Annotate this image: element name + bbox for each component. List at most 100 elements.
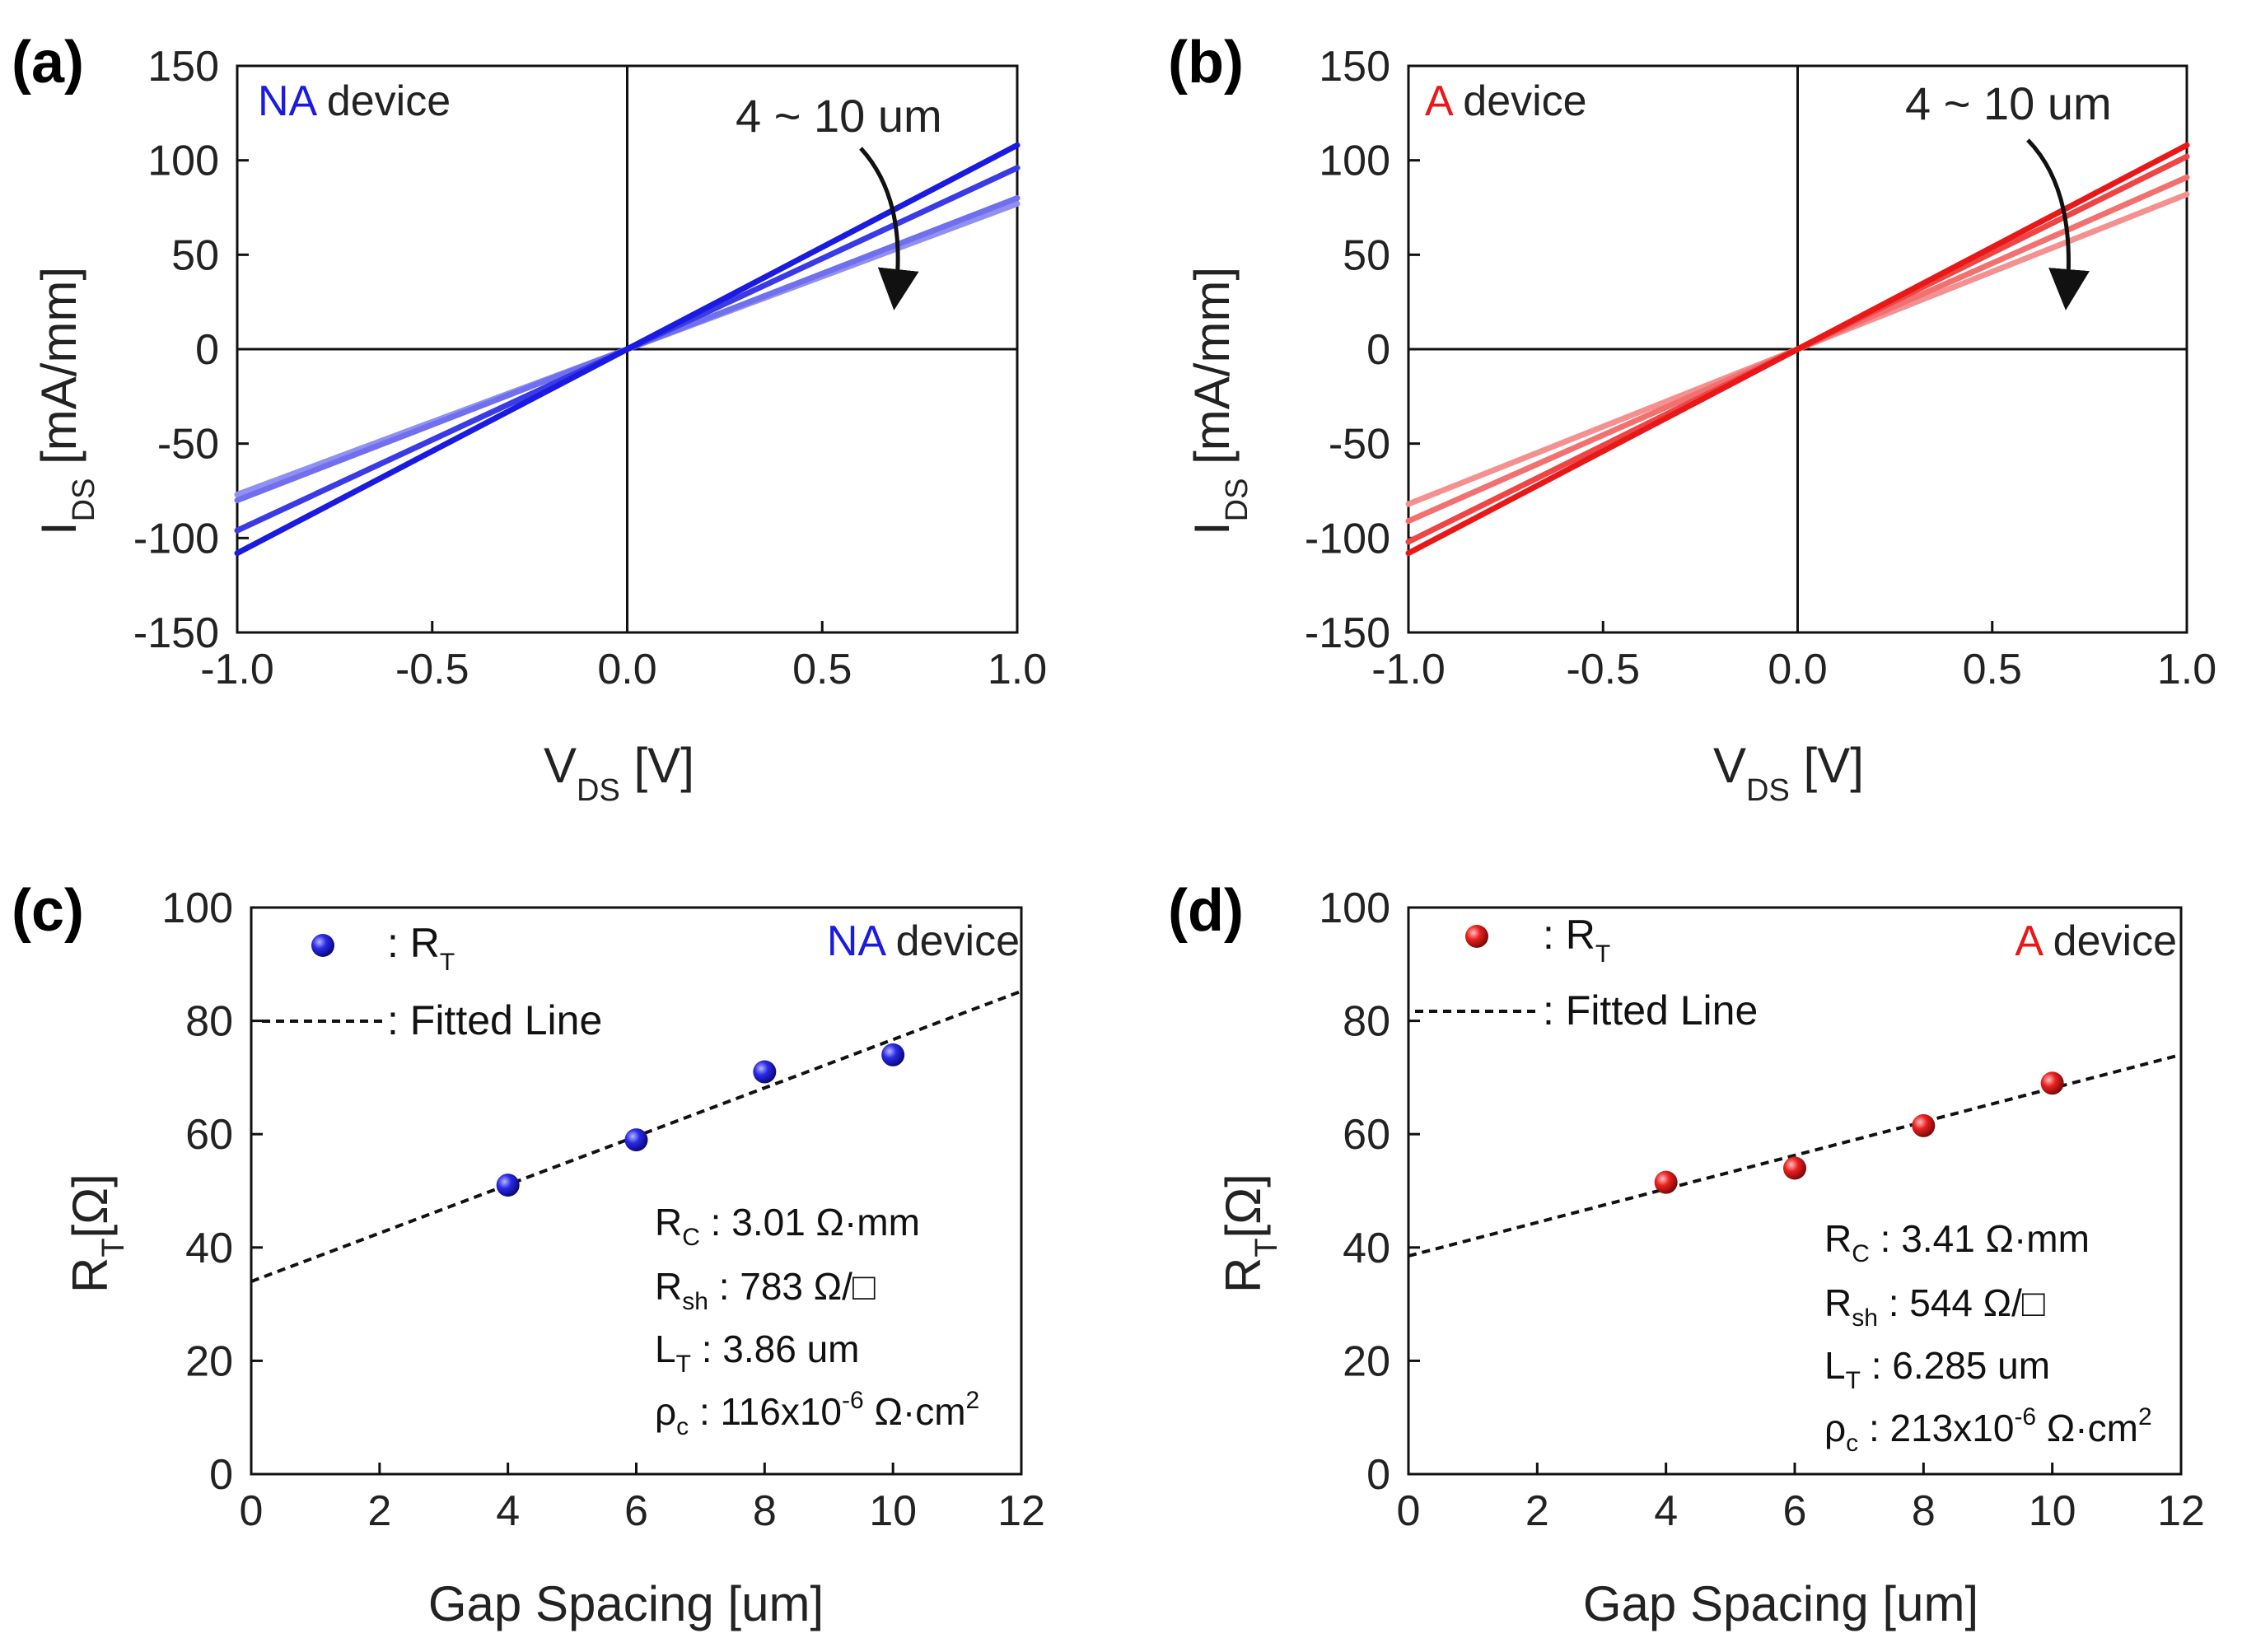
panel-d-device-label: A device: [2015, 917, 2177, 965]
panel-a-x-tick-label: 0.5: [792, 646, 852, 693]
panel-d-param-rho-tail: Ω·cm: [2036, 1407, 2138, 1449]
panel-d-param-rsh: Rsh : 544 Ω/□: [1824, 1281, 2045, 1332]
panel-a-y-title: IDS [mA/mm]: [31, 267, 101, 535]
panel-d-param-rc-sub: C: [1852, 1240, 1870, 1267]
panel-b-annotation-arrow: [2026, 138, 2090, 310]
panel-d-y-title-main: R: [1216, 1258, 1271, 1293]
panel-c-device-label: NA device: [827, 917, 1020, 965]
panel-d-param-rc-value: : 3.41 Ω·mm: [1870, 1217, 2090, 1260]
panel-b: -1.0 -0.5 0.0 0.5 1.0 150 100 50 0 -50 -100 -150 (b…: [1168, 30, 2216, 808]
panel-a-annotation-arrow: [859, 147, 919, 310]
panel-d-param-rho-value: : 213x10: [1858, 1407, 2014, 1449]
panel-c-data-point: [624, 1128, 648, 1152]
panel-a-y-tick-label: -100: [133, 515, 219, 562]
panel-b-y-title-unit: [mA/mm]: [1184, 267, 1240, 478]
panel-c-device-rest: device: [884, 917, 1020, 965]
panel-d-y-tick-label: 0: [1366, 1451, 1390, 1499]
panel-b-y-tick-label: 100: [1319, 138, 1390, 185]
panel-d-y-title: RT[Ω]: [1216, 1174, 1284, 1293]
panel-a-y-tick-label: 0: [195, 326, 219, 374]
panel-a-y-title-unit: [mA/mm]: [31, 267, 86, 478]
panel-c-x-tick-label: 2: [367, 1487, 391, 1535]
panel-c-param-rho-sym: ρ: [655, 1390, 676, 1433]
panel-d-param-rc-sym: R: [1824, 1217, 1852, 1260]
panel-d-x-tick-label: 0: [1397, 1487, 1421, 1535]
panel-d-x-tick-label: 6: [1783, 1487, 1807, 1535]
panel-a-annotation: 4 ~ 10 um: [736, 90, 942, 142]
panel-c-y-tick-label: 80: [185, 998, 233, 1046]
panel-a-y-tick-label: 100: [147, 138, 219, 185]
panel-a-plot-area: -1.0 -0.5 0.0 0.5 1.0 150 100 50 0 -50 -100 -150: [133, 43, 1047, 693]
panel-b-x-tick-label: 0.0: [1768, 646, 1827, 693]
panel-c-legend-line: : Fitted Line: [387, 997, 602, 1043]
panel-d-y-title-sub: T: [1249, 1238, 1284, 1257]
panel-c-param-rsh: Rsh : 783 Ω/□: [655, 1265, 876, 1315]
panel-c-y-tick-label: 40: [185, 1225, 233, 1272]
panel-b-x-title-sub: DS: [1746, 773, 1790, 808]
panel-c-data-point: [881, 1043, 905, 1066]
panel-c-param-lt-value: : 3.86 um: [691, 1328, 860, 1370]
panel-d-y-tick-label: 60: [1343, 1111, 1390, 1159]
panel-d-param-lt-sym: L: [1824, 1344, 1846, 1387]
panel-b-y-tick-label: -50: [1329, 421, 1390, 469]
panel-c-param-rho-value: : 116x10: [689, 1390, 842, 1433]
panel-c-y-tick-label: 60: [185, 1111, 233, 1159]
panel-d-legend-line: : Fitted Line: [1543, 987, 1758, 1034]
panel-c-param-rc-value: : 3.01 Ω·mm: [700, 1201, 920, 1244]
panel-d-letter: (d): [1168, 878, 1244, 944]
panel-d-x-title: Gap Spacing [um]: [1583, 1576, 1978, 1631]
panel-d-x-tick-label: 4: [1654, 1487, 1678, 1535]
panel-a-y-tick-label: -50: [157, 421, 219, 469]
panel-b-plot-area: -1.0 -0.5 0.0 0.5 1.0 150 100 50 0 -50 -100 -150: [1305, 43, 2216, 693]
panel-d-param-rho: ρc : 213x10-6 Ω·cm2: [1824, 1403, 2152, 1457]
panel-d-param-rsh-sym: R: [1824, 1281, 1852, 1324]
panel-c-param-rc: RC : 3.01 Ω·mm: [655, 1201, 920, 1251]
panel-d-y-tick-label: 20: [1343, 1337, 1390, 1385]
panel-d-param-rsh-sub: sh: [1852, 1304, 1878, 1332]
panel-d-device-highlight: A: [2015, 917, 2043, 965]
panel-c-legend-point: : RT: [387, 920, 455, 976]
panel-d-param-rho-sup: -6: [2014, 1403, 2036, 1430]
panel-c-legend-point-sub: T: [440, 949, 455, 976]
panel-a-x-tick-label: 0.0: [597, 646, 656, 693]
panel-c-plot-area: 0 2 4 6 8 10 12 0 20 40 60 80 100: [161, 884, 1045, 1535]
panel-d-y-tick-label: 80: [1343, 998, 1390, 1046]
panel-d-param-rho-sup2: 2: [2138, 1403, 2152, 1430]
panel-a-device-label: NA device: [258, 77, 451, 125]
panel-c-data-point: [753, 1060, 777, 1084]
panel-b-x-tick-label: 0.5: [1963, 646, 2022, 693]
panel-d-param-rc: RC : 3.41 Ω·mm: [1824, 1217, 2090, 1267]
panel-b-y-title-sub: DS: [1220, 478, 1254, 522]
panel-b-y-tick-label: 50: [1343, 231, 1390, 279]
panel-a-y-tick-label: 50: [171, 231, 219, 279]
panel-a-x-tick-label: -1.0: [200, 646, 274, 693]
panel-a: -1.0 -0.5 0.0 0.5 1.0 150 100 50 0 -50 -100 -150 (a…: [12, 30, 1047, 808]
panel-d-y-tick-label: 40: [1343, 1225, 1390, 1272]
panel-c-data-point: [496, 1174, 520, 1197]
panel-d-legend-marker: [1465, 925, 1488, 948]
panel-d-plot-area: 0 2 4 6 8 10 12 0 20 40 60 80 100: [1319, 884, 2205, 1535]
panel-d-y-title-unit: [Ω]: [1216, 1174, 1271, 1238]
panel-a-x-title: VDS [V]: [544, 738, 694, 808]
panel-d-device-rest: device: [2041, 917, 2177, 965]
panel-b-x-title-main: V: [1713, 738, 1746, 793]
panel-d-param-rho-sub: c: [1846, 1430, 1858, 1457]
panel-d-y-tick-label: 100: [1319, 884, 1390, 932]
panel-c-param-rho-sup2: 2: [966, 1387, 980, 1414]
panel-c-y-tick-label: 100: [161, 884, 233, 932]
panel-c-y-tick-label: 0: [209, 1451, 233, 1499]
panel-d-param-rho-sym: ρ: [1824, 1407, 1846, 1449]
panel-a-y-title-sub: DS: [67, 478, 101, 522]
panel-b-y-tick-label: 0: [1366, 326, 1390, 374]
panel-c-param-rsh-sym: R: [655, 1265, 682, 1308]
panel-c-param-rc-sym: R: [655, 1201, 682, 1244]
panel-d-legend-point-sub: T: [1595, 940, 1610, 968]
panel-b-x-tick-label: -1.0: [1371, 646, 1446, 693]
panel-b-device-label: A device: [1425, 77, 1587, 125]
panel-c-x-tick-label: 6: [624, 1487, 648, 1535]
panel-d-x-tick-label: 2: [1525, 1487, 1549, 1535]
panel-d-data-point: [1783, 1156, 1806, 1180]
panel-d-data-point: [1912, 1113, 1936, 1137]
